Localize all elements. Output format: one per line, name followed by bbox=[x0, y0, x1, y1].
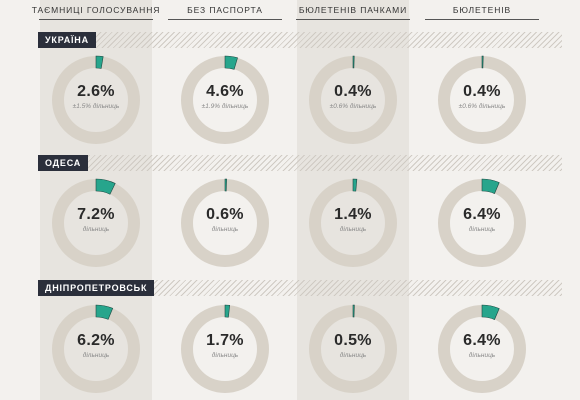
donut-value-segment bbox=[95, 304, 114, 320]
donut-chart: 6.2% дільниць bbox=[51, 304, 141, 394]
donut-chart: 2.6% ±1.5% дільниць bbox=[51, 55, 141, 145]
donut-ring bbox=[309, 304, 397, 393]
donut-value-segment bbox=[352, 55, 355, 69]
donut-value-segment bbox=[224, 178, 227, 192]
region-label: ОДЕСА bbox=[38, 155, 89, 171]
donut-value-segment bbox=[481, 178, 500, 194]
column-header: БЮЛЕТЕНІВ bbox=[417, 0, 547, 20]
donut-value-label: 6.4% bbox=[463, 332, 501, 349]
donut-sub-label: дільниць bbox=[211, 226, 239, 233]
donut-ring bbox=[309, 178, 397, 267]
donut-sub-label: дільниць bbox=[339, 226, 367, 233]
donut-ring bbox=[181, 178, 269, 267]
donut-chart: 7.2% дільниць bbox=[51, 178, 141, 268]
donut-sub-label: ±0.6% дільниць bbox=[458, 103, 506, 110]
donut-ring bbox=[52, 178, 140, 267]
donut-sub-label: дільниць bbox=[82, 352, 110, 359]
donut-value-segment bbox=[224, 55, 238, 70]
donut-value-segment bbox=[352, 304, 355, 318]
donut-value-label: 0.6% bbox=[206, 206, 244, 223]
donut-ring bbox=[52, 304, 140, 393]
donut-sub-label: дільниць bbox=[211, 352, 239, 359]
donut-value-label: 2.6% bbox=[77, 83, 115, 100]
donut-value-segment bbox=[95, 55, 104, 69]
donut-sub-label: дільниць bbox=[82, 226, 110, 233]
column-header: ТАЄМНИЦІ ГОЛОСУВАННЯ bbox=[31, 0, 161, 20]
donut-ring bbox=[438, 178, 526, 267]
donut-value-label: 4.6% bbox=[206, 83, 244, 100]
donut-chart: 0.5% дільниць bbox=[308, 304, 398, 394]
donut-value-segment bbox=[95, 178, 116, 195]
donut-sub-label: дільниць bbox=[468, 352, 496, 359]
donut-sub-label: дільниць bbox=[468, 226, 496, 233]
donut-sub-label: ±0.6% дільниць bbox=[329, 103, 377, 110]
donut-sub-label: дільниць bbox=[339, 352, 367, 359]
donut-value-label: 7.2% bbox=[77, 206, 115, 223]
region-label: ДНІПРОПЕТРОВСЬК bbox=[38, 280, 155, 296]
donut-value-label: 6.2% bbox=[77, 332, 115, 349]
column-header: БЕЗ ПАСПОРТА bbox=[160, 0, 290, 20]
donut-value-segment bbox=[224, 304, 231, 318]
region-bar-odesa: ОДЕСА bbox=[38, 155, 562, 171]
donut-ring bbox=[52, 55, 140, 144]
donut-value-label: 6.4% bbox=[463, 206, 501, 223]
donut-ring bbox=[181, 304, 269, 393]
donut-chart: 4.6% ±1.9% дільниць bbox=[180, 55, 270, 145]
donut-value-label: 1.4% bbox=[334, 206, 372, 223]
donut-value-label: 0.4% bbox=[463, 83, 501, 100]
donut-value-label: 1.7% bbox=[206, 332, 244, 349]
donut-value-label: 0.5% bbox=[334, 332, 372, 349]
donut-ring bbox=[438, 304, 526, 393]
donut-chart: 1.4% дільниць bbox=[308, 178, 398, 268]
donut-value-segment bbox=[481, 55, 484, 69]
donut-chart: 0.4% ±0.6% дільниць bbox=[308, 55, 398, 145]
donut-chart: 0.4% ±0.6% дільниць bbox=[437, 55, 527, 145]
donut-sub-label: ±1.9% дільниць bbox=[201, 103, 249, 110]
donut-ring bbox=[438, 55, 526, 144]
region-bar-dnipropetrovsk: ДНІПРОПЕТРОВСЬК bbox=[38, 280, 562, 296]
donut-ring bbox=[309, 55, 397, 144]
donut-value-segment bbox=[481, 304, 500, 320]
region-bar-ukraine: УКРАЇНА bbox=[38, 32, 562, 48]
donut-value-segment bbox=[352, 178, 358, 192]
donut-value-label: 0.4% bbox=[334, 83, 372, 100]
donut-ring bbox=[181, 55, 269, 144]
donut-chart: 6.4% дільниць bbox=[437, 178, 527, 268]
donut-chart: 1.7% дільниць bbox=[180, 304, 270, 394]
column-header: БЮЛЕТЕНІВ ПАЧКАМИ bbox=[288, 0, 418, 20]
region-label: УКРАЇНА bbox=[38, 32, 96, 48]
donut-chart: 0.6% дільниць bbox=[180, 178, 270, 268]
donut-sub-label: ±1.5% дільниць bbox=[72, 103, 120, 110]
donut-chart: 6.4% дільниць bbox=[437, 304, 527, 394]
